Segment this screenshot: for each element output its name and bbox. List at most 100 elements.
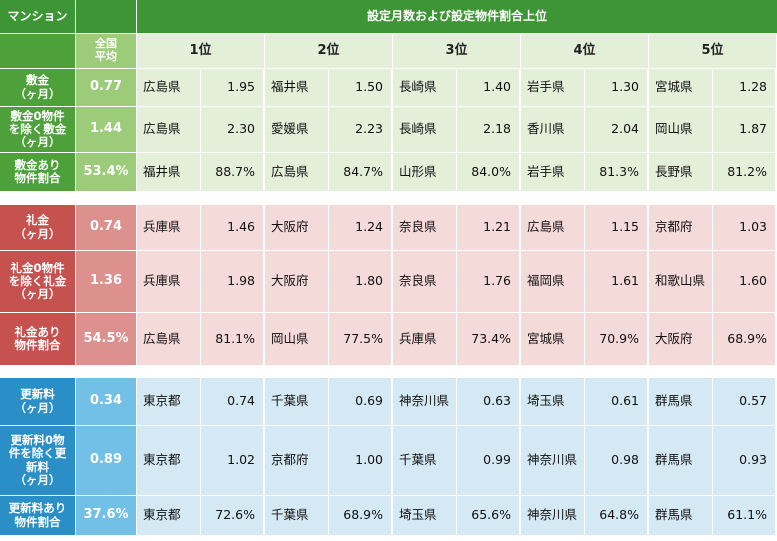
value-cell: 72.6% <box>201 496 263 535</box>
row-label: 更新料あり 物件割合 <box>0 496 75 535</box>
prefecture-cell: 千葉県 <box>393 426 456 495</box>
value-cell: 1.30 <box>585 69 647 106</box>
rank-header: 4位 <box>521 34 648 68</box>
value-cell: 1.00 <box>329 426 391 495</box>
value-cell: 2.18 <box>457 107 519 152</box>
prefecture-cell: 宮城県 <box>649 69 712 106</box>
value-cell: 0.93 <box>713 426 775 495</box>
national-average-header: 全国 平均 <box>76 34 136 68</box>
row-label: 礼金あり 物件割合 <box>0 313 75 365</box>
prefecture-cell: 京都府 <box>265 426 328 495</box>
table-title: 設定月数および設定物件割合上位 <box>137 0 777 33</box>
value-cell: 1.21 <box>457 205 519 250</box>
value-cell: 73.4% <box>457 313 519 365</box>
value-cell: 1.15 <box>585 205 647 250</box>
prefecture-cell: 群馬県 <box>649 426 712 495</box>
prefecture-cell: 岩手県 <box>521 153 584 191</box>
value-cell: 68.9% <box>329 496 391 535</box>
header-left-spacer <box>0 34 75 68</box>
value-cell: 1.24 <box>329 205 391 250</box>
value-cell: 77.5% <box>329 313 391 365</box>
prefecture-cell: 岡山県 <box>265 313 328 365</box>
prefecture-cell: 奈良県 <box>393 251 456 312</box>
value-cell: 61.1% <box>713 496 775 535</box>
national-average-value: 53.4% <box>76 153 136 191</box>
prefecture-cell: 大阪府 <box>265 205 328 250</box>
prefecture-cell: 兵庫県 <box>393 313 456 365</box>
prefecture-cell: 広島県 <box>137 313 200 365</box>
value-cell: 2.30 <box>201 107 263 152</box>
value-cell: 2.04 <box>585 107 647 152</box>
rank-header: 1位 <box>137 34 264 68</box>
row-label: 礼金0物件 を除く礼金 （ヶ月） <box>0 251 75 312</box>
value-cell: 0.74 <box>201 378 263 425</box>
prefecture-cell: 長崎県 <box>393 69 456 106</box>
corner-spacer <box>76 0 136 33</box>
row-label: 敷金あり 物件割合 <box>0 153 75 191</box>
value-cell: 84.7% <box>329 153 391 191</box>
national-average-value: 0.74 <box>76 205 136 250</box>
prefecture-cell: 大阪府 <box>649 313 712 365</box>
prefecture-cell: 福岡県 <box>521 251 584 312</box>
prefecture-cell: 広島県 <box>265 153 328 191</box>
value-cell: 2.23 <box>329 107 391 152</box>
value-cell: 70.9% <box>585 313 647 365</box>
value-cell: 1.98 <box>201 251 263 312</box>
prefecture-cell: 東京都 <box>137 378 200 425</box>
prefecture-cell: 京都府 <box>649 205 712 250</box>
value-cell: 1.87 <box>713 107 775 152</box>
value-cell: 1.28 <box>713 69 775 106</box>
prefecture-cell: 広島県 <box>137 69 200 106</box>
national-average-value: 54.5% <box>76 313 136 365</box>
prefecture-cell: 長野県 <box>649 153 712 191</box>
prefecture-cell: 奈良県 <box>393 205 456 250</box>
national-average-value: 37.6% <box>76 496 136 535</box>
value-cell: 68.9% <box>713 313 775 365</box>
row-label: 更新料 （ヶ月） <box>0 378 75 425</box>
prefecture-cell: 大阪府 <box>265 251 328 312</box>
prefecture-cell: 広島県 <box>521 205 584 250</box>
prefecture-cell: 福井県 <box>265 69 328 106</box>
value-cell: 1.95 <box>201 69 263 106</box>
value-cell: 0.63 <box>457 378 519 425</box>
prefecture-cell: 岩手県 <box>521 69 584 106</box>
value-cell: 1.02 <box>201 426 263 495</box>
value-cell: 64.8% <box>585 496 647 535</box>
prefecture-cell: 愛媛県 <box>265 107 328 152</box>
prefecture-cell: 千葉県 <box>265 496 328 535</box>
value-cell: 81.2% <box>713 153 775 191</box>
prefecture-cell: 宮城県 <box>521 313 584 365</box>
value-cell: 1.50 <box>329 69 391 106</box>
value-cell: 84.0% <box>457 153 519 191</box>
value-cell: 1.76 <box>457 251 519 312</box>
value-cell: 1.80 <box>329 251 391 312</box>
value-cell: 1.46 <box>201 205 263 250</box>
value-cell: 81.1% <box>201 313 263 365</box>
prefecture-cell: 東京都 <box>137 426 200 495</box>
prefecture-cell: 群馬県 <box>649 496 712 535</box>
prefecture-cell: 千葉県 <box>265 378 328 425</box>
national-average-value: 0.77 <box>76 69 136 106</box>
prefecture-cell: 群馬県 <box>649 378 712 425</box>
prefecture-cell: 埼玉県 <box>521 378 584 425</box>
national-average-value: 1.44 <box>76 107 136 152</box>
value-cell: 1.61 <box>585 251 647 312</box>
value-cell: 1.40 <box>457 69 519 106</box>
prefecture-cell: 埼玉県 <box>393 496 456 535</box>
prefecture-cell: 東京都 <box>137 496 200 535</box>
value-cell: 1.60 <box>713 251 775 312</box>
value-cell: 88.7% <box>201 153 263 191</box>
prefecture-cell: 兵庫県 <box>137 251 200 312</box>
value-cell: 0.69 <box>329 378 391 425</box>
prefecture-cell: 香川県 <box>521 107 584 152</box>
national-average-value: 0.34 <box>76 378 136 425</box>
row-label: 敷金 （ヶ月） <box>0 69 75 106</box>
prefecture-cell: 岡山県 <box>649 107 712 152</box>
prefecture-cell: 神奈川県 <box>521 496 584 535</box>
prefecture-cell: 長崎県 <box>393 107 456 152</box>
rank-header: 2位 <box>265 34 392 68</box>
rank-header: 5位 <box>649 34 776 68</box>
value-cell: 0.61 <box>585 378 647 425</box>
prefecture-cell: 神奈川県 <box>393 378 456 425</box>
